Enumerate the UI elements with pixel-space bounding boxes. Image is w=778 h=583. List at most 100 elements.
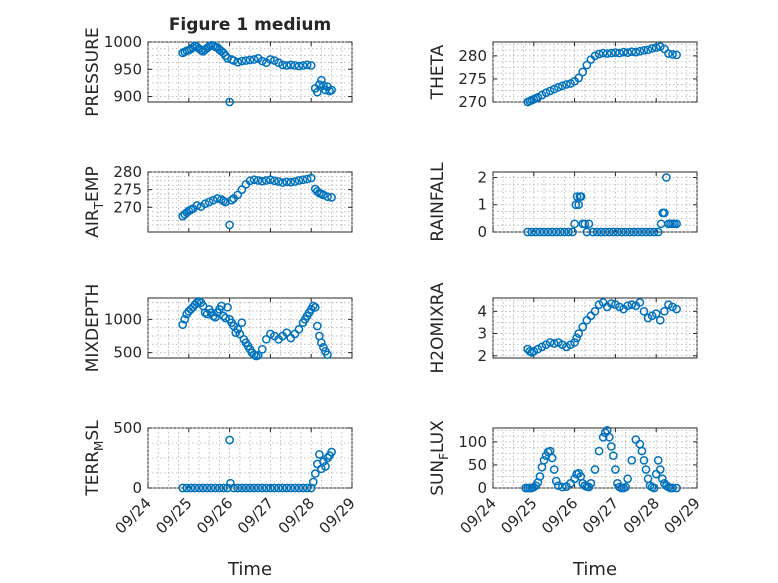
y-tick-label: 0 (132, 479, 142, 497)
data-point (627, 300, 637, 310)
data-point (625, 227, 635, 237)
data-point (553, 481, 563, 491)
x-tick-label: 09/24 (112, 494, 155, 537)
data-point (302, 483, 312, 493)
x-axis-label-left: Time (227, 559, 272, 580)
y-tick-label: 50 (468, 456, 487, 474)
data-point (178, 483, 188, 493)
data-point (274, 177, 283, 186)
y-axis-label: THETA (428, 44, 448, 100)
data-point (225, 97, 234, 107)
data-point (594, 446, 604, 456)
data-point (655, 465, 665, 474)
data-point (294, 176, 304, 185)
data-point (282, 177, 292, 187)
data-point (312, 321, 322, 331)
data-point (261, 334, 271, 344)
x-tick-label: 09/24 (457, 494, 500, 537)
data-point (639, 45, 649, 55)
data-point (613, 227, 622, 237)
data-point (555, 227, 565, 237)
data-point (327, 447, 336, 457)
data-point (637, 227, 647, 237)
y-tick-label: 280 (458, 47, 487, 65)
data-point (282, 61, 292, 70)
data-point (615, 48, 624, 58)
y-tick-label: 900 (113, 88, 142, 106)
data-point (553, 82, 563, 92)
data-point (651, 309, 661, 318)
data-point (206, 483, 216, 493)
data-point (586, 479, 596, 488)
data-point (221, 313, 230, 323)
data-point (204, 197, 214, 207)
data-point (253, 176, 263, 185)
data-point (535, 227, 545, 237)
data-point (249, 483, 259, 493)
data-point (210, 483, 220, 493)
data-point (306, 173, 316, 183)
data-point (315, 450, 324, 459)
data-point (286, 60, 296, 70)
data-point (574, 73, 584, 83)
data-point (186, 483, 196, 493)
data-point (531, 227, 541, 237)
data-point (651, 43, 661, 52)
data-point (539, 227, 549, 237)
data-point (237, 318, 247, 328)
data-point (298, 175, 308, 185)
y-tick-label: 1000 (104, 310, 142, 328)
data-point (208, 195, 218, 205)
data-point (619, 47, 628, 57)
data-point (233, 190, 243, 200)
data-point (623, 48, 632, 57)
data-point (609, 451, 618, 461)
data-point (266, 483, 275, 493)
data-point (629, 227, 639, 237)
data-point (327, 193, 336, 202)
data-point (637, 446, 647, 456)
data-point (290, 177, 300, 186)
data-point (606, 299, 616, 308)
data-point (241, 56, 251, 65)
data-point (274, 483, 283, 493)
data-point (215, 483, 224, 493)
data-point (609, 227, 618, 237)
data-point (327, 85, 336, 95)
data-point (668, 50, 677, 59)
data-point (241, 483, 251, 493)
data-point (278, 483, 287, 493)
data-point (233, 324, 243, 334)
axes-frame (147, 171, 353, 233)
data-point (237, 185, 247, 194)
data-point (604, 432, 614, 442)
data-point (194, 483, 204, 493)
data-point (633, 227, 643, 237)
data-point (253, 350, 263, 360)
data-point (571, 200, 581, 210)
data-point (182, 483, 192, 493)
data-point (621, 227, 630, 237)
y-tick-label: 500 (113, 419, 142, 437)
data-point (596, 227, 606, 237)
data-point (662, 173, 671, 182)
data-point (641, 465, 651, 474)
data-point (245, 483, 255, 493)
data-point (653, 455, 663, 465)
data-point (317, 338, 326, 348)
data-point (312, 87, 322, 97)
data-point (229, 483, 239, 493)
data-point (582, 227, 592, 237)
axes-frame (492, 427, 698, 489)
data-point (645, 227, 655, 237)
data-point (261, 176, 271, 185)
data-point (310, 469, 320, 478)
subplot-4: 0 1 2 RAINFALL (428, 162, 698, 242)
data-point (590, 306, 600, 316)
data-point (592, 227, 602, 237)
y-tick-label: 100 (458, 433, 487, 451)
data-point (543, 227, 553, 237)
